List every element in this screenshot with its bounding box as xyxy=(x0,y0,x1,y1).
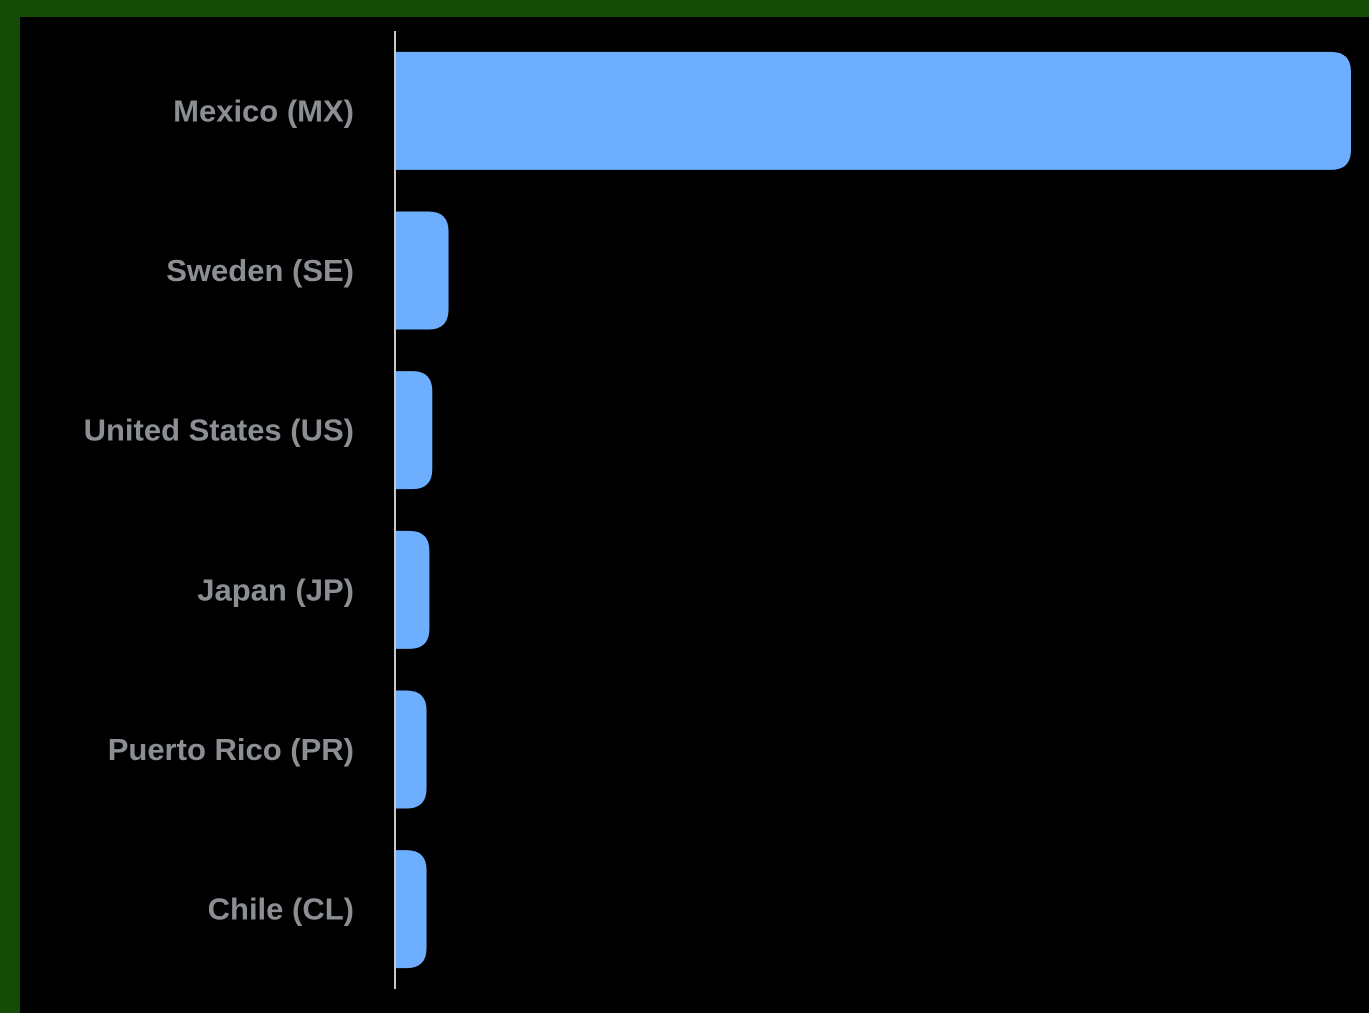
category-labels: Mexico (MX) Sweden (SE) United States (US)… xyxy=(84,93,354,926)
category-label: Chile (CL) xyxy=(208,892,354,927)
category-label: Puerto Rico (PR) xyxy=(108,732,354,767)
bar-1 xyxy=(395,51,1351,170)
bar-6 xyxy=(395,850,427,969)
bar-2 xyxy=(395,211,449,330)
bars-layer xyxy=(395,51,1351,969)
bar-5 xyxy=(395,690,427,809)
chart-panel: Mexico (MX) Sweden (SE) United States (US)… xyxy=(20,17,1369,1013)
category-label: United States (US) xyxy=(84,413,354,448)
bar-4 xyxy=(395,530,430,649)
bar-3 xyxy=(395,371,433,490)
category-label: Mexico (MX) xyxy=(173,93,354,128)
category-label: Sweden (SE) xyxy=(166,253,354,288)
bar-chart: Mexico (MX) Sweden (SE) United States (US)… xyxy=(84,31,1351,989)
category-label: Japan (JP) xyxy=(197,572,354,607)
